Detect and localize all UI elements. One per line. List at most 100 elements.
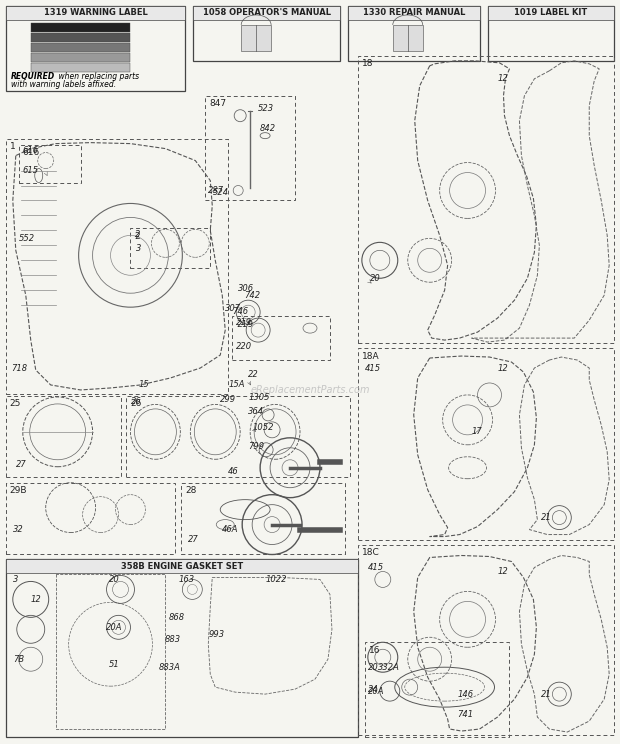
Text: 1019 LABEL KIT: 1019 LABEL KIT xyxy=(514,8,588,17)
Bar xyxy=(6,559,358,737)
Text: 27: 27 xyxy=(16,461,27,469)
Bar xyxy=(31,53,130,62)
Bar xyxy=(193,6,340,20)
Bar xyxy=(205,96,295,200)
Text: 741: 741 xyxy=(458,710,474,719)
Text: 24: 24 xyxy=(368,684,379,693)
Text: 18: 18 xyxy=(362,60,373,68)
Text: 364: 364 xyxy=(248,408,264,417)
Text: 3: 3 xyxy=(13,575,18,584)
Text: 15: 15 xyxy=(138,380,149,389)
Text: 16: 16 xyxy=(369,646,380,655)
Text: 12: 12 xyxy=(497,567,508,576)
Text: 46A: 46A xyxy=(222,525,239,534)
Text: 718: 718 xyxy=(11,364,27,373)
Text: 847: 847 xyxy=(210,99,226,108)
Text: 27: 27 xyxy=(188,535,199,544)
Bar xyxy=(6,559,358,574)
Text: 1319 WARNING LABEL: 1319 WARNING LABEL xyxy=(43,8,148,17)
Text: 26: 26 xyxy=(130,400,142,408)
Text: 220: 220 xyxy=(236,341,252,350)
Text: 20: 20 xyxy=(108,575,119,584)
Text: 287: 287 xyxy=(208,186,224,195)
Text: 7B: 7B xyxy=(13,655,24,664)
Text: 20: 20 xyxy=(368,663,379,672)
Text: 799: 799 xyxy=(248,442,264,452)
Text: 22: 22 xyxy=(248,371,259,379)
Text: 20A: 20A xyxy=(105,623,122,632)
Bar xyxy=(358,56,614,343)
Text: 415: 415 xyxy=(368,563,384,572)
Text: 332A: 332A xyxy=(378,663,400,672)
Text: 146: 146 xyxy=(458,690,474,699)
Text: 615: 615 xyxy=(23,166,39,175)
Text: 616: 616 xyxy=(23,148,40,157)
Text: 415: 415 xyxy=(365,364,381,373)
Bar xyxy=(348,6,479,20)
Text: 20: 20 xyxy=(370,274,381,283)
Text: 26: 26 xyxy=(130,397,141,406)
Text: 18C: 18C xyxy=(362,548,379,557)
Bar xyxy=(358,545,614,735)
Bar xyxy=(487,6,614,61)
Text: 1022: 1022 xyxy=(265,575,286,584)
Text: 29B: 29B xyxy=(10,486,27,496)
Bar xyxy=(393,25,423,51)
Text: 219: 219 xyxy=(236,320,254,329)
Text: 21: 21 xyxy=(541,690,552,699)
Bar xyxy=(6,138,228,394)
Bar xyxy=(6,6,185,20)
Bar xyxy=(130,228,210,269)
Text: REQUIRED: REQUIRED xyxy=(11,72,55,81)
Text: 306: 306 xyxy=(238,283,254,292)
Bar xyxy=(487,6,614,20)
Text: 51: 51 xyxy=(108,660,119,669)
Bar xyxy=(31,62,130,72)
Text: eReplacementParts.com: eReplacementParts.com xyxy=(250,385,370,395)
Bar xyxy=(6,483,175,554)
Text: 21: 21 xyxy=(541,513,552,522)
Text: 868: 868 xyxy=(169,613,185,622)
Bar xyxy=(6,396,120,477)
Text: 17: 17 xyxy=(472,427,482,436)
Text: 993: 993 xyxy=(208,629,224,639)
Text: 2: 2 xyxy=(135,232,140,241)
Bar xyxy=(358,348,614,539)
Bar xyxy=(365,642,510,737)
Bar xyxy=(126,396,350,477)
Bar xyxy=(232,316,330,360)
Text: 616: 616 xyxy=(23,146,39,155)
Text: 219: 219 xyxy=(236,318,252,327)
Text: with warning labels affixed.: with warning labels affixed. xyxy=(11,80,116,89)
Bar xyxy=(241,25,271,51)
Text: 12: 12 xyxy=(497,74,508,83)
Text: 1305: 1305 xyxy=(248,394,270,403)
Text: when replacing parts: when replacing parts xyxy=(56,72,139,81)
Text: 524: 524 xyxy=(213,188,229,197)
Text: 28: 28 xyxy=(185,486,197,496)
Text: 307: 307 xyxy=(225,304,241,312)
Bar xyxy=(6,6,185,91)
Text: 12: 12 xyxy=(31,595,42,604)
Bar xyxy=(31,23,130,32)
Text: 15A: 15A xyxy=(228,380,245,389)
Text: 299: 299 xyxy=(220,395,236,405)
Text: 46: 46 xyxy=(228,467,239,476)
Bar xyxy=(181,483,345,554)
Text: 3: 3 xyxy=(136,244,142,253)
Text: 25: 25 xyxy=(10,400,21,408)
Text: 883: 883 xyxy=(164,635,180,644)
Text: 2: 2 xyxy=(135,230,140,239)
Text: 523: 523 xyxy=(258,104,274,113)
Bar xyxy=(31,33,130,42)
Text: 746: 746 xyxy=(232,307,249,315)
Text: 163: 163 xyxy=(179,575,195,584)
Bar xyxy=(19,144,81,182)
Bar xyxy=(193,6,340,61)
Text: 842: 842 xyxy=(260,124,277,133)
Text: 1330 REPAIR MANUAL: 1330 REPAIR MANUAL xyxy=(363,8,465,17)
Bar xyxy=(31,43,130,52)
Text: 1052: 1052 xyxy=(252,423,273,432)
Bar xyxy=(348,6,479,61)
Text: 552: 552 xyxy=(19,234,35,243)
